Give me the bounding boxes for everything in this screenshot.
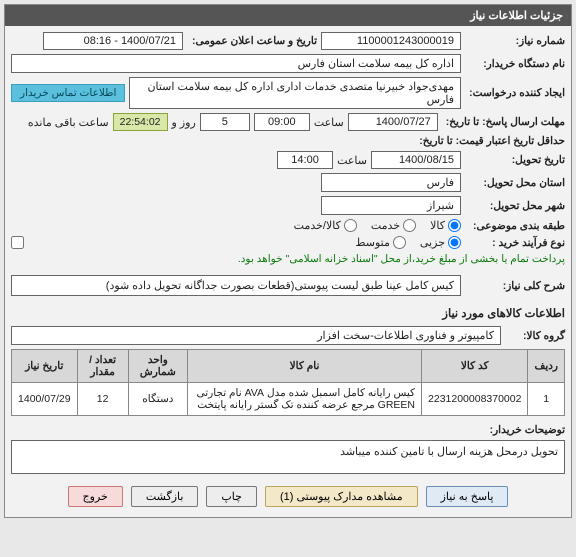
city-value: شیراز [321,196,461,215]
exit-button[interactable]: خروج [68,486,123,507]
th-name: نام کالا [188,350,422,383]
buy-motevaset[interactable]: متوسط [355,236,406,249]
buytype-radio-group: جزیی متوسط [355,236,461,249]
description-value: کیس کامل عینا طبق لیست پیوستی(قطعات بصور… [11,275,461,296]
items-section-title: اطلاعات کالاهای مورد نیاز [11,306,565,320]
announce-value: 1400/07/21 - 08:16 [43,32,183,50]
province-label: استان محل تحویل: [465,177,565,189]
cat-both[interactable]: کالا/خدمت [294,219,357,232]
time-label-1: ساعت [314,116,344,129]
countdown-value: 22:54:02 [113,113,168,131]
creator-value: مهدی‌جواد خبیرنیا متصدی خدمات اداری ادار… [129,77,461,109]
td-code: 2231200008370002 [422,383,528,416]
description-label: شرح کلی نیاز: [465,280,565,292]
panel-title: جزئیات اطلاعات نیاز [5,5,571,26]
reply-button[interactable]: پاسخ به نیاز [426,486,509,507]
valid-until-label: حداقل تاریخ اعتبار قیمت: تا تاریخ: [415,135,565,147]
buyer-value: اداره کل بیمه سلامت استان فارس [11,54,461,73]
cat-kala-radio[interactable] [448,219,461,232]
items-header-row: ردیف کد کالا نام کالا واحد شمارش تعداد /… [12,350,565,383]
buy-jozi-radio[interactable] [448,236,461,249]
buyer-notes-value: تحویل درمحل هزینه ارسال با تامین کننده م… [11,440,565,474]
cat-khadamat-radio[interactable] [403,219,416,232]
th-qty: تعداد / مقدار [77,350,128,383]
td-needdate: 1400/07/29 [12,383,78,416]
td-unit: دستگاه [128,383,187,416]
buyer-label: نام دستگاه خریدار: [465,58,565,70]
announce-label: تاریخ و ساعت اعلان عمومی: [187,35,317,47]
back-button[interactable]: بازگشت [131,486,199,507]
th-unit: واحد شمارش [128,350,187,383]
detail-panel: جزئیات اطلاعات نیاز شماره نیاز: 11000012… [4,4,572,518]
th-needdate: تاریخ نیاز [12,350,78,383]
group-label: گروه کالا: [505,330,565,342]
buytype-label: نوع فرآیند خرید : [465,237,565,249]
th-code: کد کالا [422,350,528,383]
need-no-value: 1100001243000019 [321,32,461,50]
contact-button[interactable]: اطلاعات تماس خریدار [11,84,125,102]
payment-note: پرداخت تمام یا بخشی از مبلغ خرید،از محل … [238,253,565,265]
category-label: طبقه بندی موضوعی: [465,220,565,232]
day-label: روز و [172,116,196,129]
province-value: فارس [321,173,461,192]
deadline-label: مهلت ارسال پاسخ: تا تاریخ: [442,116,565,128]
th-row: ردیف [528,350,565,383]
deadline-date: 1400/07/27 [348,113,438,131]
creator-label: ایجاد کننده درخواست: [465,87,565,99]
td-qty: 12 [77,383,128,416]
city-label: شهر محل تحویل: [465,200,565,212]
buy-motevaset-radio[interactable] [393,236,406,249]
buyer-notes-label: توضیحات خریدار: [465,424,565,436]
buy-jozi[interactable]: جزیی [420,236,461,249]
button-bar: پاسخ به نیاز مشاهده مدارک پیوستی (1) چاپ… [11,478,565,511]
table-row: 1 2231200008370002 کیس رایانه کامل اسمبل… [12,383,565,416]
group-value: کامپیوتر و فناوری اطلاعات-سخت افزار [11,326,501,345]
payment-checkbox[interactable] [11,236,24,249]
category-radio-group: کالا خدمت کالا/خدمت [294,219,461,232]
delivery-date-value: 1400/08/15 [371,151,461,169]
td-name: کیس رایانه کامل اسمبل شده مدل AVA نام تج… [188,383,422,416]
days-left: 5 [200,113,250,131]
delivery-time-value: 14:00 [277,151,333,169]
print-button[interactable]: چاپ [206,486,257,507]
time-label-2: ساعت [337,154,367,167]
attachments-button[interactable]: مشاهده مدارک پیوستی (1) [265,486,418,507]
remain-label: ساعت باقی مانده [28,116,109,129]
td-row: 1 [528,383,565,416]
cat-both-radio[interactable] [344,219,357,232]
cat-kala[interactable]: کالا [430,219,461,232]
deadline-time: 09:00 [254,113,310,131]
items-table: ردیف کد کالا نام کالا واحد شمارش تعداد /… [11,349,565,416]
need-no-label: شماره نیاز: [465,35,565,47]
delivery-date-label: تاریخ تحویل: [465,154,565,166]
cat-khadamat[interactable]: خدمت [371,219,416,232]
